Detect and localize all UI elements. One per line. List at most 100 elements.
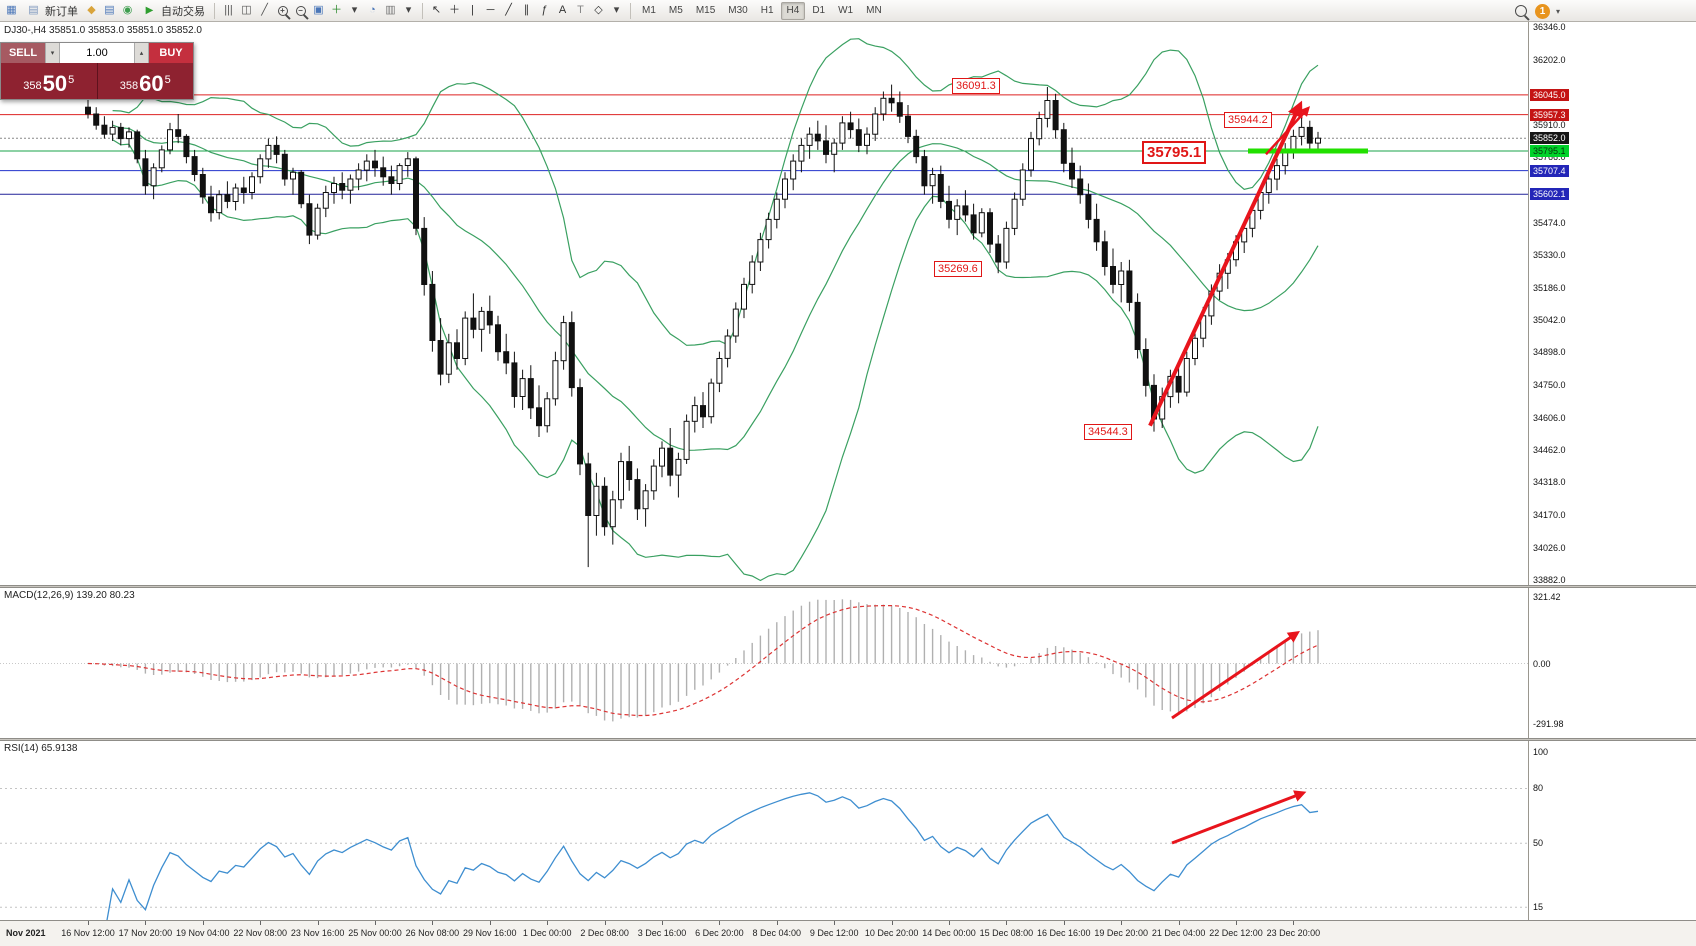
price-axis-tag: 35707.4: [1530, 164, 1569, 177]
price-callout[interactable]: 35269.6: [934, 261, 982, 277]
rsi-canvas[interactable]: [0, 741, 1528, 920]
sell-price-panel[interactable]: 358 50 5: [1, 63, 97, 99]
time-axis-tick: [375, 921, 376, 925]
buy-price-panel[interactable]: 358 60 5: [98, 63, 194, 99]
timeframe-h1[interactable]: H1: [760, 4, 774, 16]
chart-ohlc-header: DJ30-,H4 35851.0 35853.0 35851.0 35852.0: [4, 25, 202, 36]
economic-calendar-icon[interactable]: ▤: [104, 4, 115, 16]
key-level-callout[interactable]: 35795.1: [1142, 141, 1207, 164]
time-scale[interactable]: Nov 2021 16 Nov 12:00 17 Nov 20:00 19 Nov …: [0, 920, 1696, 946]
community-icon[interactable]: ◉: [122, 4, 133, 16]
timeframe-m15[interactable]: M15: [695, 4, 716, 16]
price-axis-label: 34462.0: [1533, 444, 1566, 455]
timeframe-m1[interactable]: M1: [642, 4, 656, 16]
pane-separator[interactable]: [0, 738, 1696, 741]
buy-button[interactable]: BUY: [149, 43, 193, 63]
sell-price-big: 50: [42, 71, 68, 96]
time-axis-tick: [1006, 921, 1008, 925]
timeframe-mn[interactable]: MN: [866, 4, 882, 16]
label-icon[interactable]: T: [577, 4, 584, 16]
main-chart-canvas[interactable]: [0, 22, 1528, 585]
fibonacci-icon[interactable]: ƒ: [541, 4, 548, 16]
tile-windows-icon[interactable]: ▣: [313, 4, 324, 16]
time-axis-label: 26 Nov 08:00: [405, 928, 460, 938]
toolbar-separator: [422, 2, 423, 19]
sell-button[interactable]: SELL: [1, 43, 45, 63]
time-axis-label: 22 Nov 08:00: [233, 928, 287, 938]
volume-decrease-button[interactable]: ▾: [45, 43, 60, 63]
text-icon[interactable]: A: [558, 4, 567, 16]
new-chart-icon[interactable]: ▦: [6, 4, 17, 16]
timeframe-d1[interactable]: D1: [812, 4, 826, 16]
time-axis-tick: [834, 921, 836, 925]
time-axis-tick: [202, 921, 204, 925]
toolbar-separator: [630, 2, 631, 19]
new-order-button[interactable]: ▤ 新订单: [21, 2, 82, 20]
auto-trading-button[interactable]: ▶ 自动交易: [137, 2, 209, 20]
account-dropdown-icon[interactable]: ▾: [1556, 6, 1561, 16]
time-axis-label: 16 Dec 16:00: [1037, 928, 1091, 938]
cursor-icon[interactable]: ↖: [431, 4, 442, 16]
price-callout[interactable]: 35944.2: [1224, 112, 1272, 128]
timeframe-m5[interactable]: M5: [668, 4, 683, 16]
rsi-scale[interactable]: 100 80 50 15: [1528, 741, 1696, 920]
account-avatar[interactable]: 1: [1535, 3, 1550, 19]
time-axis-label: 10 Dec 20:00: [864, 928, 919, 938]
bar-chart-icon[interactable]: |||: [224, 4, 233, 16]
timeframe-group: M1 M5 M15 M30 H1 H4 D1 W1 MN: [636, 1, 888, 20]
time-axis-label: 19 Dec 20:00: [1094, 928, 1148, 938]
trendline-icon[interactable]: ╱: [505, 4, 512, 16]
month-label: Nov 2021: [6, 928, 46, 938]
macd-scale[interactable]: 321.42 0.00 -291.98: [1528, 588, 1696, 738]
price-axis-label: 34170.0: [1533, 510, 1566, 521]
indicators-dropdown-icon[interactable]: ▾: [351, 4, 358, 16]
crosshair-icon[interactable]: ＋: [449, 4, 460, 16]
time-axis-tick: [776, 921, 778, 925]
shapes-dropdown-icon[interactable]: ▾: [613, 4, 620, 16]
timeframe-h4[interactable]: H4: [780, 1, 806, 20]
macd-canvas[interactable]: [0, 588, 1528, 738]
sell-price-prefix: 358: [23, 80, 42, 92]
vertical-line-icon[interactable]: |: [471, 4, 474, 16]
price-callout[interactable]: 34544.3: [1084, 424, 1132, 440]
app-icon-group: ◆ ▤ ◉: [83, 2, 136, 19]
period-dropdown-icon[interactable]: ◔: [369, 4, 376, 16]
mql5-market-icon[interactable]: ◆: [87, 4, 96, 16]
time-axis-label: 23 Dec 20:00: [1266, 928, 1321, 938]
candlestick-icon[interactable]: ◫: [241, 4, 252, 16]
price-axis-label: 33882.0: [1533, 575, 1566, 585]
time-axis-label: 8 Dec 04:00: [752, 928, 802, 938]
zoom-in-icon[interactable]: +: [274, 2, 291, 19]
time-axis-tick: [1121, 921, 1123, 925]
time-axis-label: 16 Nov 12:00: [61, 928, 115, 938]
time-axis-tick: [604, 921, 606, 925]
zoom-out-icon[interactable]: −: [292, 2, 309, 19]
time-axis-tick: [1063, 921, 1065, 925]
price-scale[interactable]: 36346.0 36202.0 35910.0 35766.0 35474.0 35330…: [1528, 22, 1696, 585]
volume-input[interactable]: [60, 43, 134, 63]
time-axis-label: 9 Dec 12:00: [809, 928, 859, 938]
chart-tools-group: ||| ◫ ╱ + − ▣ ＋ ▾ ◔ ▥ ▾: [220, 2, 417, 19]
search-icon[interactable]: [1512, 3, 1529, 20]
indicators-icon[interactable]: ＋: [331, 4, 342, 16]
pane-separator[interactable]: [0, 585, 1696, 588]
horizontal-line-icon[interactable]: ─: [486, 4, 495, 16]
channel-icon[interactable]: ∥: [523, 4, 530, 16]
volume-increase-button[interactable]: ▴: [134, 43, 149, 63]
time-axis-tick: [1178, 921, 1180, 925]
timeframe-m30[interactable]: M30: [728, 4, 748, 16]
templates-icon[interactable]: ▥: [385, 4, 396, 16]
time-axis-tick: [432, 921, 434, 925]
price-axis-label: 36202.0: [1533, 54, 1566, 65]
macd-pane: MACD(12,26,9) 139.20 80.23 321.42 0.00 -29…: [0, 588, 1696, 738]
price-axis-label: 34026.0: [1533, 542, 1566, 553]
buy-price-big: 60: [139, 71, 164, 96]
line-chart-icon[interactable]: ╱: [261, 4, 268, 16]
price-axis-label: 35186.0: [1533, 282, 1566, 293]
templates-dropdown-icon[interactable]: ▾: [405, 4, 412, 16]
time-axis-label: 1 Dec 00:00: [522, 928, 572, 938]
timeframe-w1[interactable]: W1: [838, 4, 854, 16]
shapes-icon[interactable]: ◇: [594, 4, 603, 16]
price-callout[interactable]: 36091.3: [952, 78, 1000, 94]
